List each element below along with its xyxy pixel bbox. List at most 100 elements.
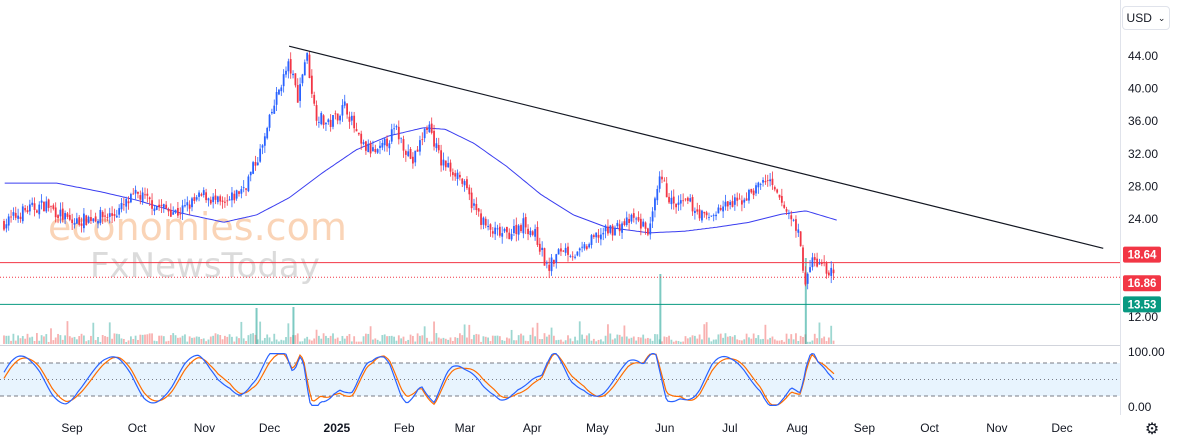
candle-body[interactable] <box>778 194 781 198</box>
candle-body[interactable] <box>524 217 527 228</box>
candle-body[interactable] <box>369 143 372 154</box>
moving-average-line[interactable] <box>4 127 837 234</box>
candle-body[interactable] <box>195 197 198 200</box>
candle-body[interactable] <box>686 197 689 201</box>
candle-body[interactable] <box>477 208 480 212</box>
candle-body[interactable] <box>301 74 304 84</box>
candle-body[interactable] <box>14 212 17 218</box>
candle-body[interactable] <box>139 195 142 200</box>
oscillator-axis[interactable]: 100.00 0.00 <box>1128 345 1165 414</box>
candle-body[interactable] <box>141 192 144 202</box>
candle-body[interactable] <box>318 121 320 123</box>
candle-body[interactable] <box>214 195 217 200</box>
candle-body[interactable] <box>125 198 128 207</box>
candle-body[interactable] <box>792 219 795 221</box>
candle-body[interactable] <box>656 188 659 201</box>
candle-body[interactable] <box>816 258 818 267</box>
candle-body[interactable] <box>360 133 363 144</box>
candle-body[interactable] <box>134 189 137 194</box>
candle-body[interactable] <box>177 208 179 216</box>
candle-body[interactable] <box>832 269 835 274</box>
candle-body[interactable] <box>564 247 567 253</box>
candle-body[interactable] <box>419 140 421 152</box>
candle-body[interactable] <box>623 221 626 225</box>
candle-body[interactable] <box>336 113 339 121</box>
candle-body[interactable] <box>181 205 184 213</box>
candle-body[interactable] <box>531 231 534 235</box>
candle-body[interactable] <box>818 263 821 265</box>
candle-body[interactable] <box>647 228 649 235</box>
candle-body[interactable] <box>508 232 511 240</box>
candle-body[interactable] <box>299 84 301 101</box>
candle-body[interactable] <box>484 218 487 226</box>
candle-body[interactable] <box>350 115 353 121</box>
candle-body[interactable] <box>179 213 182 215</box>
stochastic-k-line[interactable] <box>3 352 835 406</box>
candle-body[interactable] <box>433 130 435 147</box>
candle-body[interactable] <box>820 262 823 265</box>
candle-body[interactable] <box>10 216 12 218</box>
candle-body[interactable] <box>423 128 426 139</box>
candle-body[interactable] <box>675 203 677 208</box>
candle-body[interactable] <box>80 223 83 226</box>
candle-body[interactable] <box>536 226 539 245</box>
candle-body[interactable] <box>400 137 403 139</box>
candle-body[interactable] <box>442 159 445 166</box>
candle-body[interactable] <box>200 194 203 196</box>
candle-body[interactable] <box>717 207 720 214</box>
candle-body[interactable] <box>245 188 247 190</box>
candle-body[interactable] <box>618 224 621 232</box>
candle-body[interactable] <box>207 198 210 201</box>
candle-body[interactable] <box>771 178 774 186</box>
candle-body[interactable] <box>799 231 802 247</box>
candle-body[interactable] <box>557 249 560 255</box>
candle-body[interactable] <box>517 225 520 235</box>
candle-body[interactable] <box>75 218 78 224</box>
candle-body[interactable] <box>802 247 804 271</box>
candle-body[interactable] <box>263 136 266 146</box>
candle-body[interactable] <box>365 141 367 151</box>
candle-body[interactable] <box>628 218 630 223</box>
candle-body[interactable] <box>120 203 123 210</box>
candle-body[interactable] <box>703 211 706 214</box>
candle-body[interactable] <box>224 201 226 203</box>
candle-body[interactable] <box>36 210 38 213</box>
candle-body[interactable] <box>315 105 318 121</box>
candle-body[interactable] <box>576 251 579 256</box>
candle-body[interactable] <box>313 94 316 104</box>
candle-body[interactable] <box>386 138 388 147</box>
candle-body[interactable] <box>658 176 661 189</box>
candle-body[interactable] <box>66 213 69 217</box>
candle-body[interactable] <box>99 209 102 224</box>
candle-body[interactable] <box>353 115 356 129</box>
candle-body[interactable] <box>503 229 506 232</box>
candle-body[interactable] <box>325 122 327 125</box>
candle-body[interactable] <box>722 206 724 212</box>
candle-body[interactable] <box>689 198 692 202</box>
candle-body[interactable] <box>409 148 412 159</box>
candle-body[interactable] <box>273 105 276 114</box>
candle-body[interactable] <box>162 204 165 208</box>
candle-body[interactable] <box>830 267 833 276</box>
candle-body[interactable] <box>694 210 696 213</box>
candle-body[interactable] <box>167 208 170 212</box>
candle-body[interactable] <box>475 203 478 211</box>
candle-body[interactable] <box>322 115 325 125</box>
candle-body[interactable] <box>538 243 541 252</box>
candle-body[interactable] <box>501 233 504 237</box>
candle-body[interactable] <box>743 199 746 203</box>
candle-body[interactable] <box>282 74 285 87</box>
candle-body[interactable] <box>790 215 793 220</box>
candle-body[interactable] <box>520 225 522 232</box>
candle-body[interactable] <box>482 217 485 225</box>
candle-body[interactable] <box>741 200 743 205</box>
candle-body[interactable] <box>327 119 330 123</box>
candle-body[interactable] <box>426 127 428 131</box>
candle-body[interactable] <box>710 215 713 217</box>
candle-body[interactable] <box>221 200 224 202</box>
candle-body[interactable] <box>677 202 680 205</box>
candle-body[interactable] <box>804 272 807 285</box>
candle-body[interactable] <box>101 211 104 218</box>
candle-body[interactable] <box>632 213 635 218</box>
